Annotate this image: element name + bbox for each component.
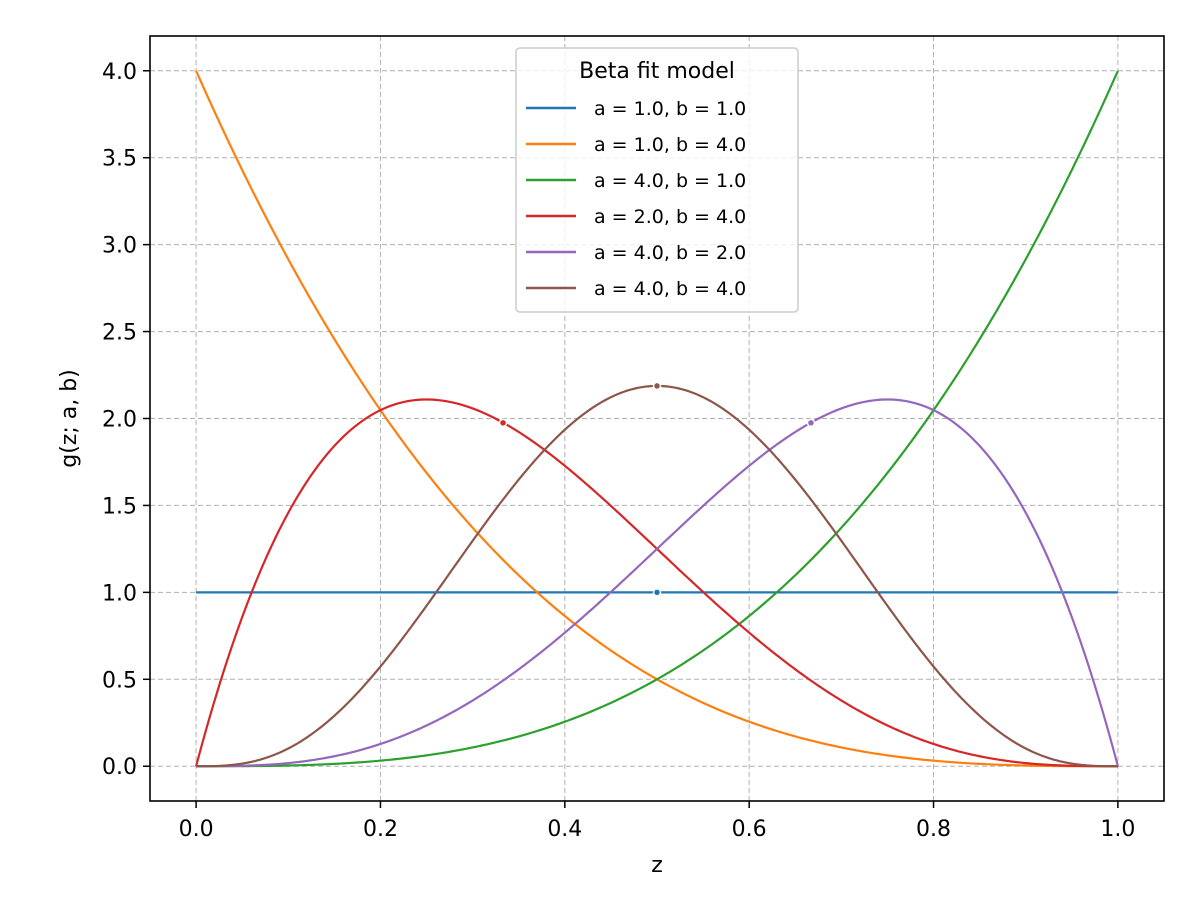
legend-title: Beta fit model [579,59,735,84]
y-axis-label: g(z; a, b) [57,369,82,468]
x-axis-label: z [651,853,663,878]
y-tick-label: 3.5 [102,147,137,172]
y-tick-label: 1.5 [102,494,137,519]
mode-marker-1 [652,588,662,597]
legend: Beta fit model a = 1.0, b = 1.0 a = 1.0, … [515,47,799,313]
legend-label-4: a = 2.0, b = 4.0 [594,206,746,228]
x-tick-label: 0.0 [179,817,214,842]
legend-label-6: a = 4.0, b = 4.0 [594,278,746,300]
y-tick-label: 0.5 [102,668,137,693]
x-tick-label: 0.2 [363,817,398,842]
legend-box [515,47,799,313]
mode-marker-4 [498,418,508,428]
y-tick-label: 2.0 [102,408,137,433]
mode-marker-5 [806,418,816,428]
legend-label-1: a = 1.0, b = 1.0 [594,98,746,120]
legend-label-5: a = 4.0, b = 2.0 [594,242,746,264]
y-tick-label: 4.0 [102,60,137,85]
x-tick-label: 0.8 [916,817,951,842]
x-tick-label: 1.0 [1100,817,1135,842]
ticks: 0.0 0.2 0.4 0.6 0.8 1.0 0.0 0.5 1.0 1.5 2.0 2.5 3.0 3… [102,60,1135,842]
y-tick-label: 2.5 [102,321,137,346]
series-layer [195,70,1119,768]
series-line-5 [196,398,1119,768]
series-line-3 [196,70,1119,768]
y-tick-label: 3.0 [102,234,137,259]
mode-marker-6 [652,381,662,391]
legend-label-2: a = 1.0, b = 4.0 [594,134,746,156]
x-tick-label: 0.6 [732,817,767,842]
y-tick-label: 0.0 [102,755,137,780]
legend-label-3: a = 4.0, b = 1.0 [594,170,746,192]
y-tick-label: 1.0 [102,581,137,606]
x-tick-label: 0.4 [547,817,582,842]
